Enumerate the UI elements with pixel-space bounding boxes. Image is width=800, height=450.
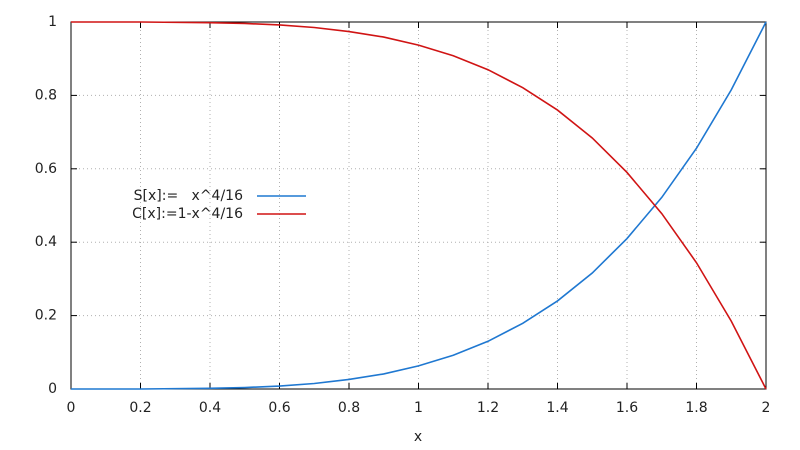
x-tick-label: 0.2 xyxy=(129,400,151,416)
series-line xyxy=(71,21,767,390)
y-tick-label: 0 xyxy=(48,381,57,397)
x-tick-label: 2 xyxy=(762,400,771,416)
y-tick-label: 0.2 xyxy=(35,308,57,324)
x-tick-label: 0.6 xyxy=(268,400,290,416)
x-tick-label: 0.4 xyxy=(199,400,221,416)
x-tick-label: 0.8 xyxy=(338,400,360,416)
x-tick-label: 1.8 xyxy=(685,400,707,416)
x-tick-label: 0 xyxy=(67,400,76,416)
y-tick-label: 0.4 xyxy=(35,234,57,250)
y-tick-label: 1 xyxy=(48,14,57,30)
y-tick-label: 0.8 xyxy=(35,87,57,103)
series-line xyxy=(71,21,767,390)
x-tick-label: 1.2 xyxy=(477,400,499,416)
x-tick-label: 1 xyxy=(414,400,423,416)
plot-border xyxy=(70,21,767,390)
y-tick-label: 0.6 xyxy=(35,161,57,177)
x-tick-label: 1.6 xyxy=(616,400,638,416)
x-tick-label: 1.4 xyxy=(546,400,568,416)
legend-label: S[x]:= x^4/16 xyxy=(134,188,243,204)
legend-label: C[x]:=1-x^4/16 xyxy=(132,206,243,222)
x-axis-label: x xyxy=(414,429,422,445)
